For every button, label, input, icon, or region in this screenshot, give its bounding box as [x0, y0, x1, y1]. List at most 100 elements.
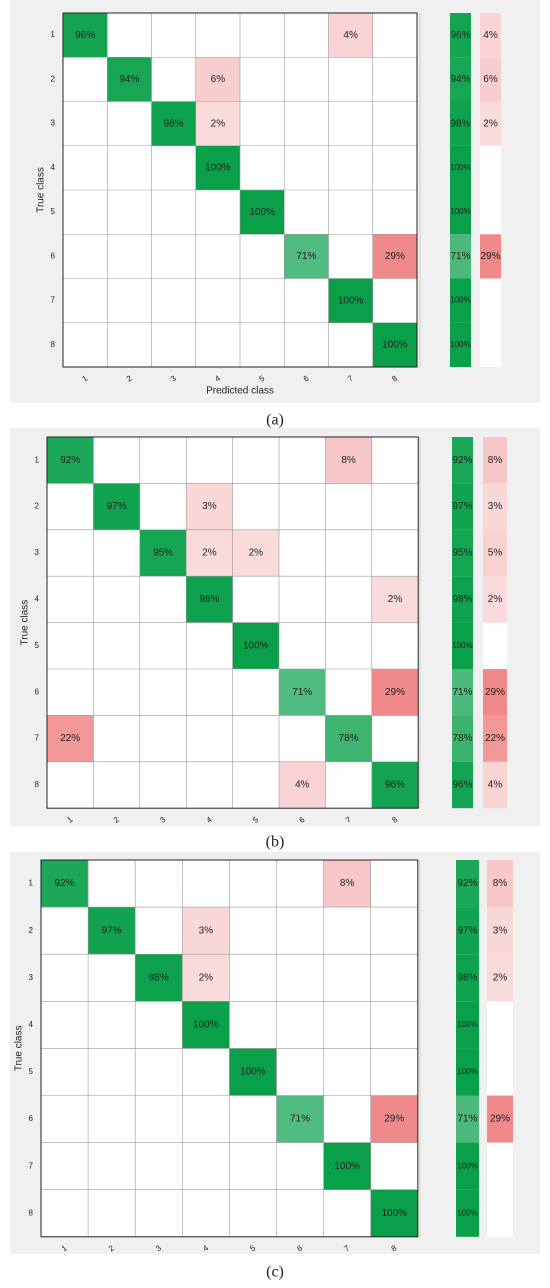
error-cell — [232, 529, 279, 577]
correct-summary-label: 92% — [457, 878, 477, 889]
y-tick-label: 5 — [35, 641, 40, 650]
correct-cell — [139, 529, 187, 577]
x-tick-label: 6 — [298, 815, 307, 825]
x-tick-label: 2 — [125, 373, 134, 383]
cell-label: 97% — [102, 925, 122, 936]
y-tick-label: 6 — [35, 687, 40, 696]
error-cell — [182, 954, 230, 1002]
correct-cell — [325, 715, 372, 762]
cell-label: 2% — [249, 548, 264, 559]
y-tick-label: 3 — [29, 973, 34, 982]
correct-summary — [452, 622, 473, 669]
y-tick-label: 3 — [51, 119, 56, 128]
y-tick-label: 1 — [29, 879, 34, 888]
correct-summary — [450, 57, 471, 102]
x-tick-label: 1 — [60, 1243, 69, 1253]
y-tick-label: 8 — [35, 780, 40, 789]
correct-cell — [229, 1048, 277, 1096]
x-tick-label: 8 — [390, 1243, 399, 1253]
error-summary — [483, 761, 507, 809]
correct-summary — [450, 145, 471, 190]
correct-summary-label: 98% — [450, 118, 470, 129]
cell-label: 100% — [338, 295, 364, 306]
correct-summary-label: 97% — [457, 925, 477, 936]
y-tick-label: 2 — [51, 74, 56, 83]
correct-summary-label: 92% — [452, 455, 472, 466]
cell-label: 92% — [55, 878, 75, 889]
cell-label: 100% — [381, 1208, 407, 1219]
correct-summary-label: 100% — [452, 641, 472, 650]
error-cell — [47, 715, 94, 762]
x-tick-label: 7 — [344, 815, 353, 825]
error-summary — [480, 101, 501, 146]
correct-cell — [240, 190, 285, 235]
correct-cell — [41, 860, 89, 908]
correct-summary-label: 100% — [450, 207, 470, 216]
correct-summary — [452, 576, 473, 623]
correct-cell — [284, 234, 329, 279]
correct-cell — [93, 483, 140, 530]
cell-label: 6% — [211, 74, 226, 85]
correct-summary-label: 100% — [457, 1067, 477, 1076]
cell-label: 94% — [119, 74, 139, 85]
correct-summary-label: 71% — [452, 687, 472, 698]
error-summary-label: 8% — [493, 878, 508, 889]
cell-label: 29% — [385, 251, 405, 262]
correct-summary-label: 98% — [457, 972, 477, 983]
cell-label: 4% — [295, 780, 310, 791]
correct-summary-label: 94% — [450, 74, 470, 85]
cell-label: 3% — [199, 925, 214, 936]
error-summary — [483, 437, 507, 484]
cell-label: 71% — [292, 687, 312, 698]
cell-label: 2% — [202, 548, 217, 559]
cell-label: 3% — [202, 501, 217, 512]
correct-cell — [182, 1001, 230, 1049]
error-summary-label: 22% — [485, 733, 505, 744]
cell-label: 100% — [249, 207, 275, 218]
error-summary-label: 3% — [493, 925, 508, 936]
cell-label: 2% — [211, 118, 226, 129]
error-cell — [195, 57, 240, 102]
y-tick-label: 6 — [29, 1114, 34, 1123]
error-cell — [323, 860, 371, 908]
caption: (a) — [266, 412, 284, 429]
correct-summary — [456, 954, 479, 1002]
cell-label: 100% — [240, 1067, 266, 1078]
error-summary-label: 6% — [483, 74, 498, 85]
correct-summary-label: 100% — [450, 296, 470, 305]
y-tick-label: 2 — [35, 502, 40, 511]
x-tick-label: 8 — [390, 815, 399, 825]
y-tick-label: 8 — [29, 1208, 34, 1217]
y-tick-label: 4 — [29, 1020, 34, 1029]
y-tick-label: 7 — [35, 734, 40, 743]
correct-summary-label: 97% — [452, 501, 472, 512]
cell-label: 2% — [388, 594, 403, 605]
correct-summary — [452, 529, 473, 577]
x-tick-label: 3 — [169, 373, 178, 383]
error-summary-label: 8% — [488, 455, 503, 466]
cell-label: 100% — [205, 163, 231, 174]
correct-summary — [456, 1048, 479, 1096]
cell-label: 71% — [290, 1114, 310, 1125]
y-tick-label: 1 — [51, 30, 56, 39]
correct-cell — [279, 669, 326, 716]
correct-summary — [450, 234, 471, 279]
error-summary-label: 5% — [488, 548, 503, 559]
error-summary — [483, 483, 507, 530]
cell-label: 4% — [343, 30, 358, 41]
correct-cell — [107, 57, 152, 102]
correct-cell — [88, 907, 136, 955]
cell-label: 96% — [75, 30, 95, 41]
y-axis-label: True class — [14, 1026, 25, 1072]
correct-summary-label: 78% — [452, 733, 472, 744]
correct-summary-label: 100% — [450, 163, 470, 172]
error-cell — [186, 483, 233, 530]
error-summary — [480, 57, 501, 102]
cell-label: 97% — [107, 501, 127, 512]
cell-label: 98% — [164, 118, 184, 129]
cell-label: 29% — [384, 1114, 404, 1125]
correct-cell — [276, 1095, 324, 1143]
correct-cell — [328, 278, 373, 323]
cell-label: 100% — [193, 1019, 219, 1030]
